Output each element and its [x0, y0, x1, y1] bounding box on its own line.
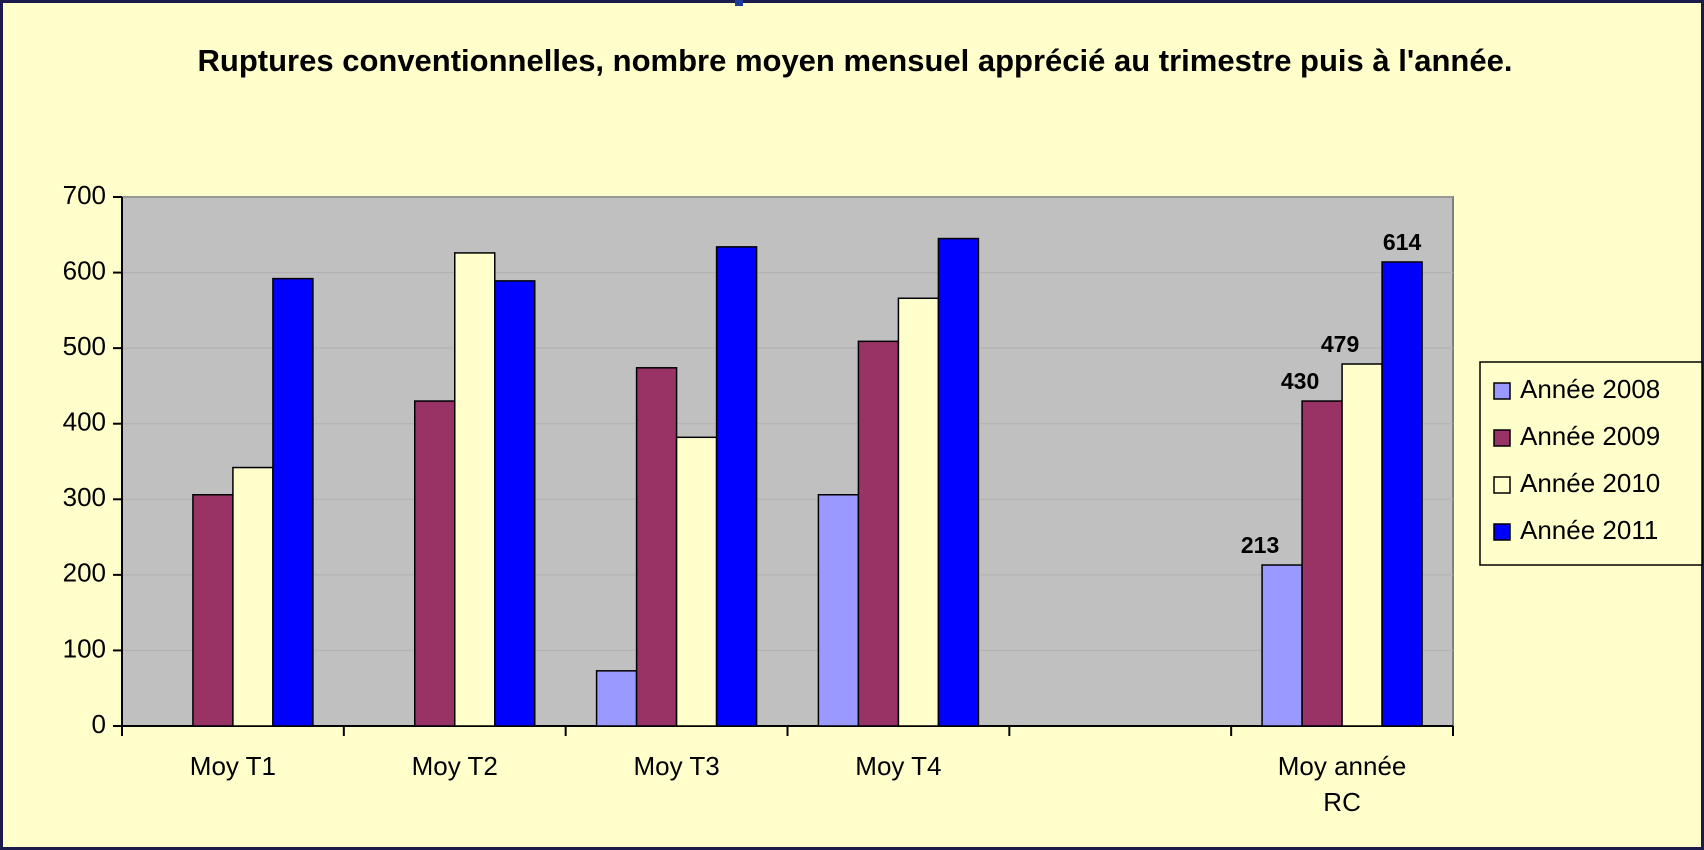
- legend-swatch: [1493, 523, 1511, 541]
- bar: [1261, 564, 1303, 727]
- bar: [454, 252, 496, 727]
- bar: [675, 436, 718, 727]
- x-tick-label: Moy T4: [855, 751, 942, 781]
- legend-swatch: [1493, 382, 1511, 400]
- legend: [1479, 361, 1703, 566]
- y-tick-label: 500: [63, 331, 106, 361]
- bar: [715, 246, 758, 727]
- plot-area: [121, 196, 1454, 727]
- top-mark: [735, 0, 743, 6]
- bar: [414, 400, 456, 727]
- legend-swatch: [1493, 476, 1511, 494]
- bar: [232, 466, 274, 727]
- bar: [1341, 363, 1383, 727]
- y-tick-label: 100: [63, 633, 106, 663]
- y-tick-label: 200: [63, 558, 106, 588]
- data-label: 213: [1241, 532, 1279, 558]
- bar: [1301, 400, 1343, 727]
- bar: [272, 277, 314, 727]
- bar: [817, 494, 860, 727]
- y-tick-label: 700: [63, 180, 106, 210]
- data-label: 430: [1281, 368, 1319, 394]
- chart-title: Ruptures conventionnelles, nombre moyen …: [197, 43, 1513, 78]
- x-tick-label: Moy année RC: [1277, 751, 1407, 817]
- bar: [897, 297, 940, 727]
- y-tick-label: 0: [92, 709, 106, 739]
- bar: [494, 280, 536, 727]
- bar: [937, 237, 980, 727]
- legend-label: Année 2011: [1520, 515, 1658, 545]
- legend-swatch: [1493, 429, 1511, 447]
- bar: [595, 670, 638, 727]
- y-tick-label: 600: [63, 255, 106, 285]
- bar: [635, 367, 678, 727]
- legend-label: Année 2010: [1520, 468, 1660, 498]
- bar: [192, 494, 234, 727]
- x-tick-label: Moy T1: [189, 751, 277, 781]
- y-tick-label: 400: [63, 407, 106, 437]
- y-tick-label: 300: [63, 482, 106, 512]
- data-label: 479: [1321, 331, 1359, 357]
- x-tick-label: Moy T3: [633, 751, 720, 781]
- legend-label: Année 2008: [1520, 374, 1660, 404]
- x-tick-label: Moy T2: [411, 751, 498, 781]
- bar: [857, 340, 900, 727]
- legend-label: Année 2009: [1520, 421, 1660, 451]
- bar: [1381, 261, 1423, 727]
- data-label: 614: [1383, 229, 1422, 255]
